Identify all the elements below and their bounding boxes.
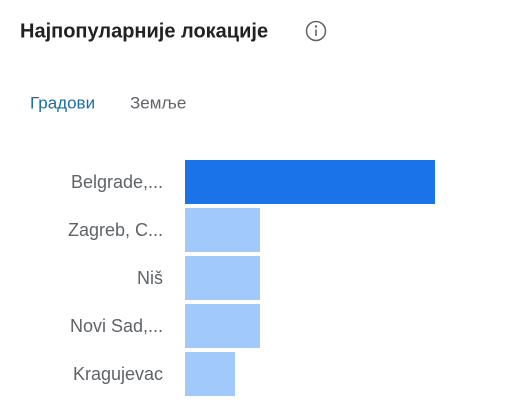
bar xyxy=(185,256,260,300)
bar xyxy=(185,208,260,252)
bar xyxy=(185,304,260,348)
info-icon[interactable] xyxy=(305,20,327,42)
header-title: Најпопуларније локације xyxy=(20,20,268,42)
tab[interactable]: Земље xyxy=(130,93,186,112)
category-label: Belgrade,... xyxy=(71,172,163,192)
bar xyxy=(185,352,235,396)
bar xyxy=(185,160,435,204)
tab[interactable]: Градови xyxy=(30,93,95,112)
category-label: Kragujevac xyxy=(73,364,163,384)
category-label: Zagreb, C... xyxy=(68,220,163,240)
category-label: Niš xyxy=(137,268,163,288)
category-label: Novi Sad,... xyxy=(70,316,163,336)
chart: Belgrade,... Zagreb, C... Niš Novi Sad,... K… xyxy=(68,160,435,396)
